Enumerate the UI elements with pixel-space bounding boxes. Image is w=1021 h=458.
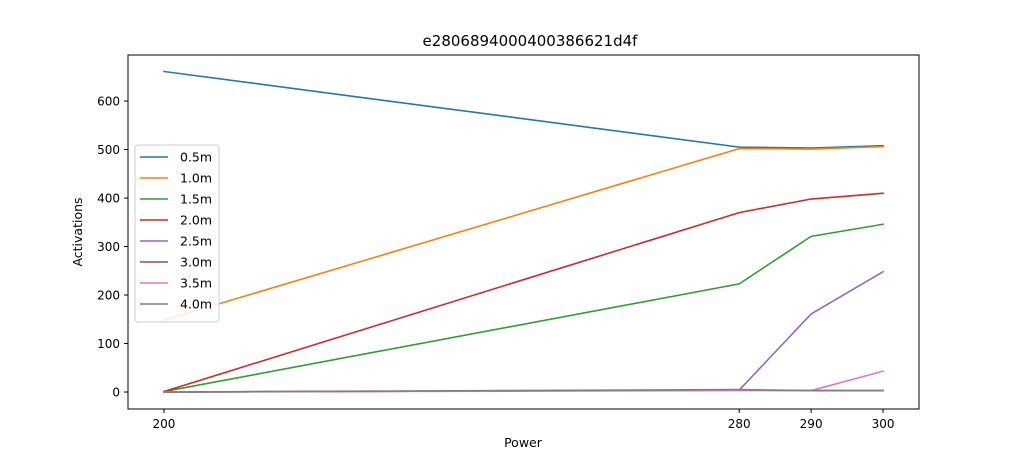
y-tick-label: 100 (97, 337, 120, 351)
legend-label-1.0m: 1.0m (180, 171, 212, 186)
y-tick-label: 200 (97, 289, 120, 303)
legend-label-3.5m: 3.5m (180, 276, 212, 291)
y-tick-label: 0 (112, 386, 120, 400)
legend-label-2.5m: 2.5m (180, 234, 212, 249)
legend-label-1.5m: 1.5m (180, 192, 212, 207)
series-line-1.0m (162, 145, 884, 322)
plot-lines (162, 70, 885, 393)
legend-label-2.0m: 2.0m (180, 213, 212, 228)
series-line-2.5m (163, 270, 885, 393)
x-tick-label: 300 (872, 417, 895, 431)
legend-label-3.0m: 3.0m (180, 255, 212, 270)
y-axis-label: Activations (70, 197, 85, 266)
series-line-2.0m (162, 192, 884, 393)
legend-label-0.5m: 0.5m (180, 150, 212, 165)
x-axis-ticks: 200 280 290 300 (153, 409, 895, 431)
y-tick-label: 400 (97, 192, 120, 206)
x-axis-label: Power (504, 435, 543, 450)
series-line-0.5m (163, 70, 884, 149)
chart-title: e2806894000400386621d4f (423, 32, 639, 50)
x-tick-label: 280 (728, 417, 751, 431)
series-line-3.5m (163, 370, 885, 393)
legend-box (134, 144, 220, 323)
x-tick-label: 200 (153, 417, 176, 431)
plot-area-frame (127, 54, 920, 410)
series-line-1.5m (163, 223, 884, 393)
series-line-4.0m (163, 388, 884, 393)
legend: 0.5m 1.0m 1.5m 2.0m 2.5m 3.0m 3.5m 4.0m (134, 144, 220, 323)
y-tick-label: 300 (97, 240, 120, 254)
x-tick-label: 290 (800, 417, 823, 431)
y-tick-label: 600 (97, 95, 120, 109)
legend-label-4.0m: 4.0m (180, 297, 212, 312)
y-axis-ticks: 0 100 200 300 400 500 600 (97, 95, 128, 400)
y-tick-label: 500 (97, 143, 120, 157)
